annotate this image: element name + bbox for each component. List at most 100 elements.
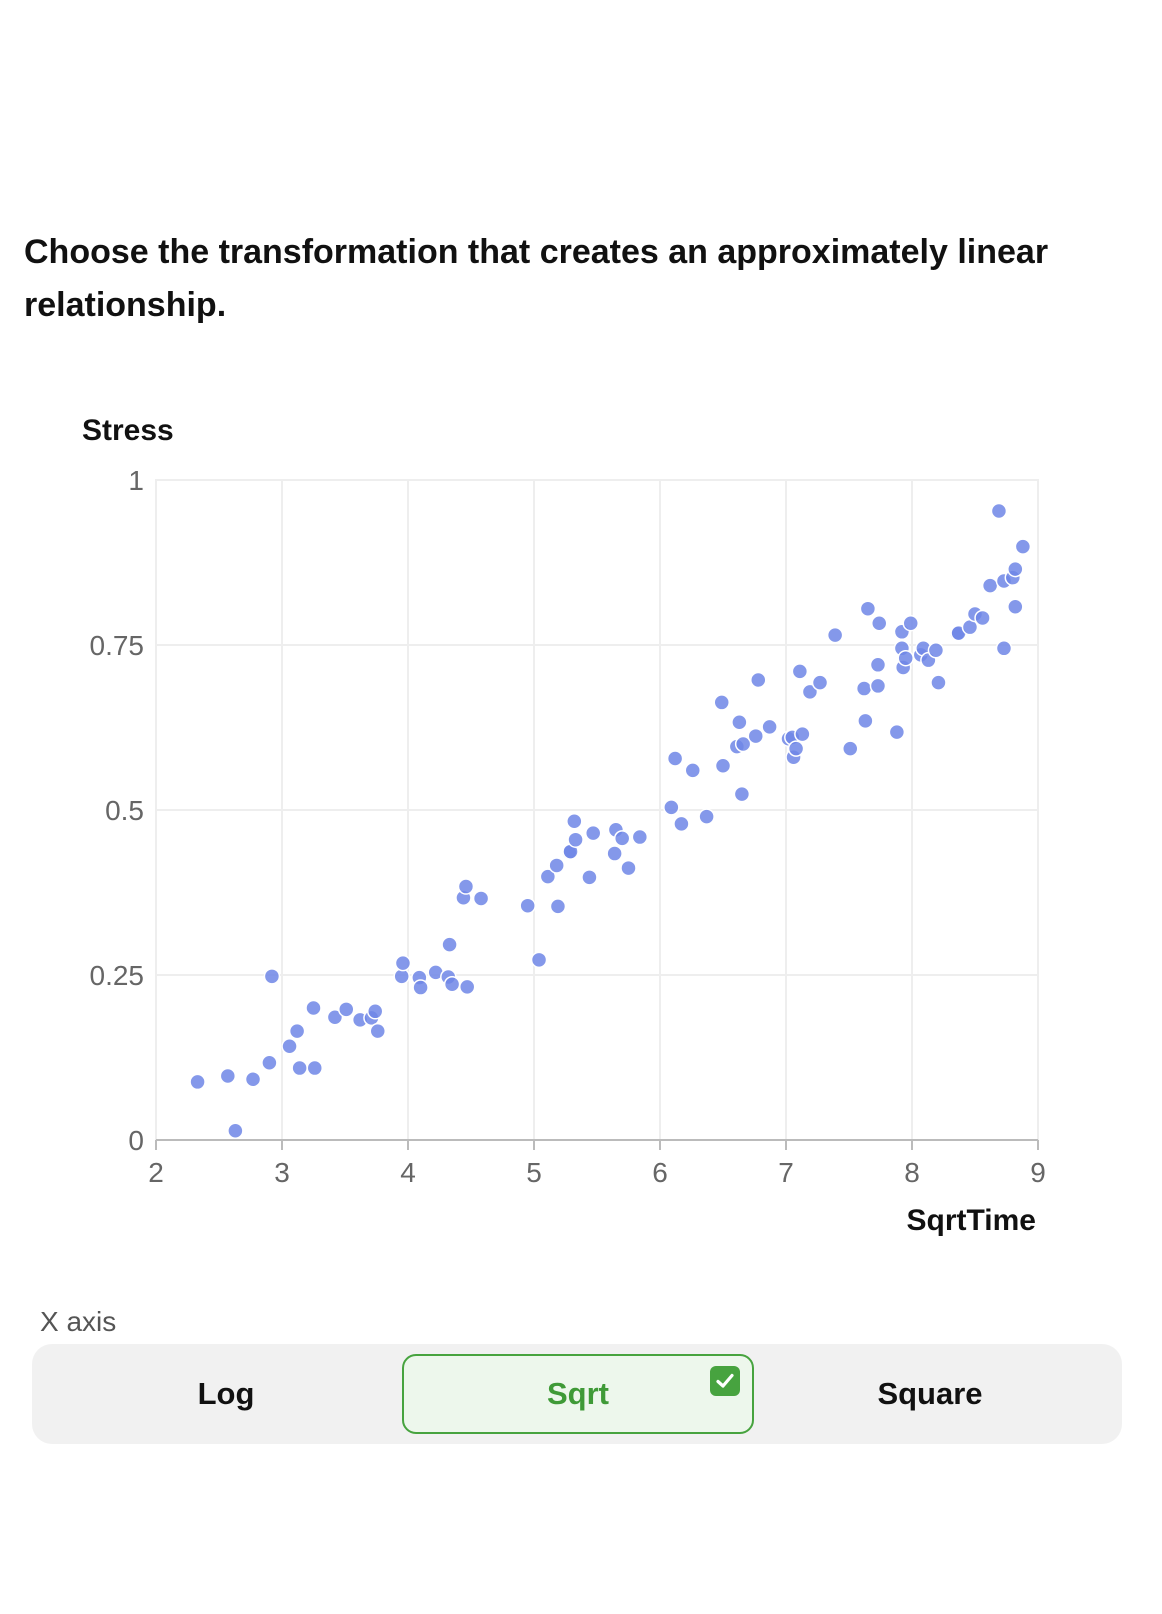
scatter-point <box>787 740 805 757</box>
checkmark-icon <box>710 1366 740 1396</box>
scatter-point <box>801 683 819 701</box>
x-tick-label: 5 <box>526 1157 542 1188</box>
y-axis-label: Stress <box>82 414 174 447</box>
x-tick-label: 9 <box>1030 1157 1046 1188</box>
tick-labels: 2 3 4 5 6 7 8 9 0 0.25 0.5 0.75 1 <box>90 465 1046 1188</box>
x-axis-label: SqrtTime <box>907 1204 1036 1237</box>
scatter-point <box>826 626 844 644</box>
scatter-point <box>567 831 584 848</box>
y-tick-label: 0.5 <box>105 795 144 826</box>
data-points <box>189 502 1032 1140</box>
scatter-point <box>458 978 476 996</box>
scatter-point <box>713 694 730 711</box>
scatter-point <box>548 857 565 874</box>
scatter-point <box>519 897 536 914</box>
x-tick-label: 7 <box>778 1157 794 1188</box>
scatter-point <box>244 1071 262 1088</box>
scatter-point <box>811 674 829 691</box>
question-text: Choose the transformation that creates a… <box>24 233 1049 324</box>
scatter-point <box>263 968 281 985</box>
scatter-point <box>974 609 991 627</box>
scatter-point <box>584 824 602 842</box>
scatter-point <box>927 642 945 659</box>
y-tick-label: 0 <box>128 1125 144 1156</box>
scatter-point <box>412 979 429 996</box>
x-tick-label: 3 <box>274 1157 290 1188</box>
scatter-point <box>857 712 874 730</box>
scatter-point <box>859 600 877 617</box>
option-log-button[interactable]: Log <box>50 1354 402 1434</box>
scatter-point <box>261 1054 278 1072</box>
scatter-point <box>995 640 1013 657</box>
option-log-label: Log <box>197 1376 255 1411</box>
scatter-point <box>981 577 999 594</box>
scatter-point <box>338 1001 355 1018</box>
scatter-point <box>870 614 888 632</box>
scatter-point <box>842 740 859 757</box>
scatter-point <box>620 859 637 877</box>
scatter-point <box>631 828 649 846</box>
scatter-point <box>930 674 947 691</box>
scatter-point <box>897 649 914 667</box>
scatter-point <box>663 799 680 816</box>
scatter-point <box>684 762 702 779</box>
x-tick-label: 4 <box>400 1157 416 1188</box>
scatter-point <box>288 1022 306 1040</box>
scatter-point <box>734 735 752 753</box>
scatter-point <box>673 815 690 833</box>
scatter-point <box>888 723 906 741</box>
scatter-point <box>733 785 751 803</box>
scatter-point <box>902 614 919 632</box>
x-axis-section-label: X axis <box>40 1306 117 1337</box>
scatter-point <box>472 890 490 907</box>
scatter-point <box>794 725 811 743</box>
scatter-plot-svg: 2 3 4 5 6 7 8 9 0 0.25 0.5 0.75 1 Stress SqrtTime <box>82 414 1046 1237</box>
scatter-point <box>369 1022 387 1040</box>
scatter-point <box>566 812 583 830</box>
transformation-selector: Log Sqrt Square <box>32 1344 1122 1444</box>
x-tick-label: 6 <box>652 1157 668 1188</box>
scatter-point <box>189 1073 206 1091</box>
scatter-point <box>441 936 458 953</box>
scatter-point <box>747 727 765 745</box>
y-tick-label: 0.25 <box>90 960 145 991</box>
scatter-chart: 2 3 4 5 6 7 8 9 0 0.25 0.5 0.75 1 Stress SqrtTime <box>0 400 1162 1280</box>
scatter-point <box>791 663 809 680</box>
scatter-point <box>869 656 887 674</box>
option-square-label: Square <box>877 1376 983 1411</box>
scatter-point <box>731 713 748 731</box>
y-tick-label: 0.75 <box>90 630 145 661</box>
scatter-point <box>855 680 873 697</box>
scatter-point <box>613 830 631 847</box>
scatter-point <box>1014 538 1032 555</box>
scatter-point <box>291 1059 308 1077</box>
scatter-point <box>394 954 412 972</box>
scatter-point <box>666 750 684 767</box>
axis-lines <box>155 1139 1039 1150</box>
scatter-point <box>714 757 732 775</box>
scatter-point <box>539 868 557 885</box>
scatter-point <box>227 1122 244 1140</box>
scatter-point <box>306 1059 324 1077</box>
scatter-point <box>366 1003 384 1020</box>
scatter-point <box>281 1038 298 1055</box>
scatter-point <box>869 677 887 695</box>
scatter-point <box>990 502 1008 520</box>
scatter-point <box>305 999 322 1017</box>
scatter-point <box>750 671 767 689</box>
scatter-point <box>443 975 461 993</box>
scatter-point <box>1007 560 1024 578</box>
option-sqrt-label: Sqrt <box>547 1376 609 1411</box>
scatter-point <box>549 898 567 915</box>
scatter-point <box>326 1008 344 1026</box>
scatter-point <box>698 808 715 825</box>
option-square-button[interactable]: Square <box>754 1354 1106 1434</box>
option-sqrt-button[interactable]: Sqrt <box>402 1354 754 1434</box>
scatter-point <box>219 1067 237 1085</box>
x-tick-label: 8 <box>904 1157 920 1188</box>
scatter-point <box>530 951 548 969</box>
scatter-point <box>761 718 778 736</box>
scatter-point <box>581 869 598 886</box>
y-tick-label: 1 <box>128 465 144 496</box>
x-tick-label: 2 <box>148 1157 164 1188</box>
